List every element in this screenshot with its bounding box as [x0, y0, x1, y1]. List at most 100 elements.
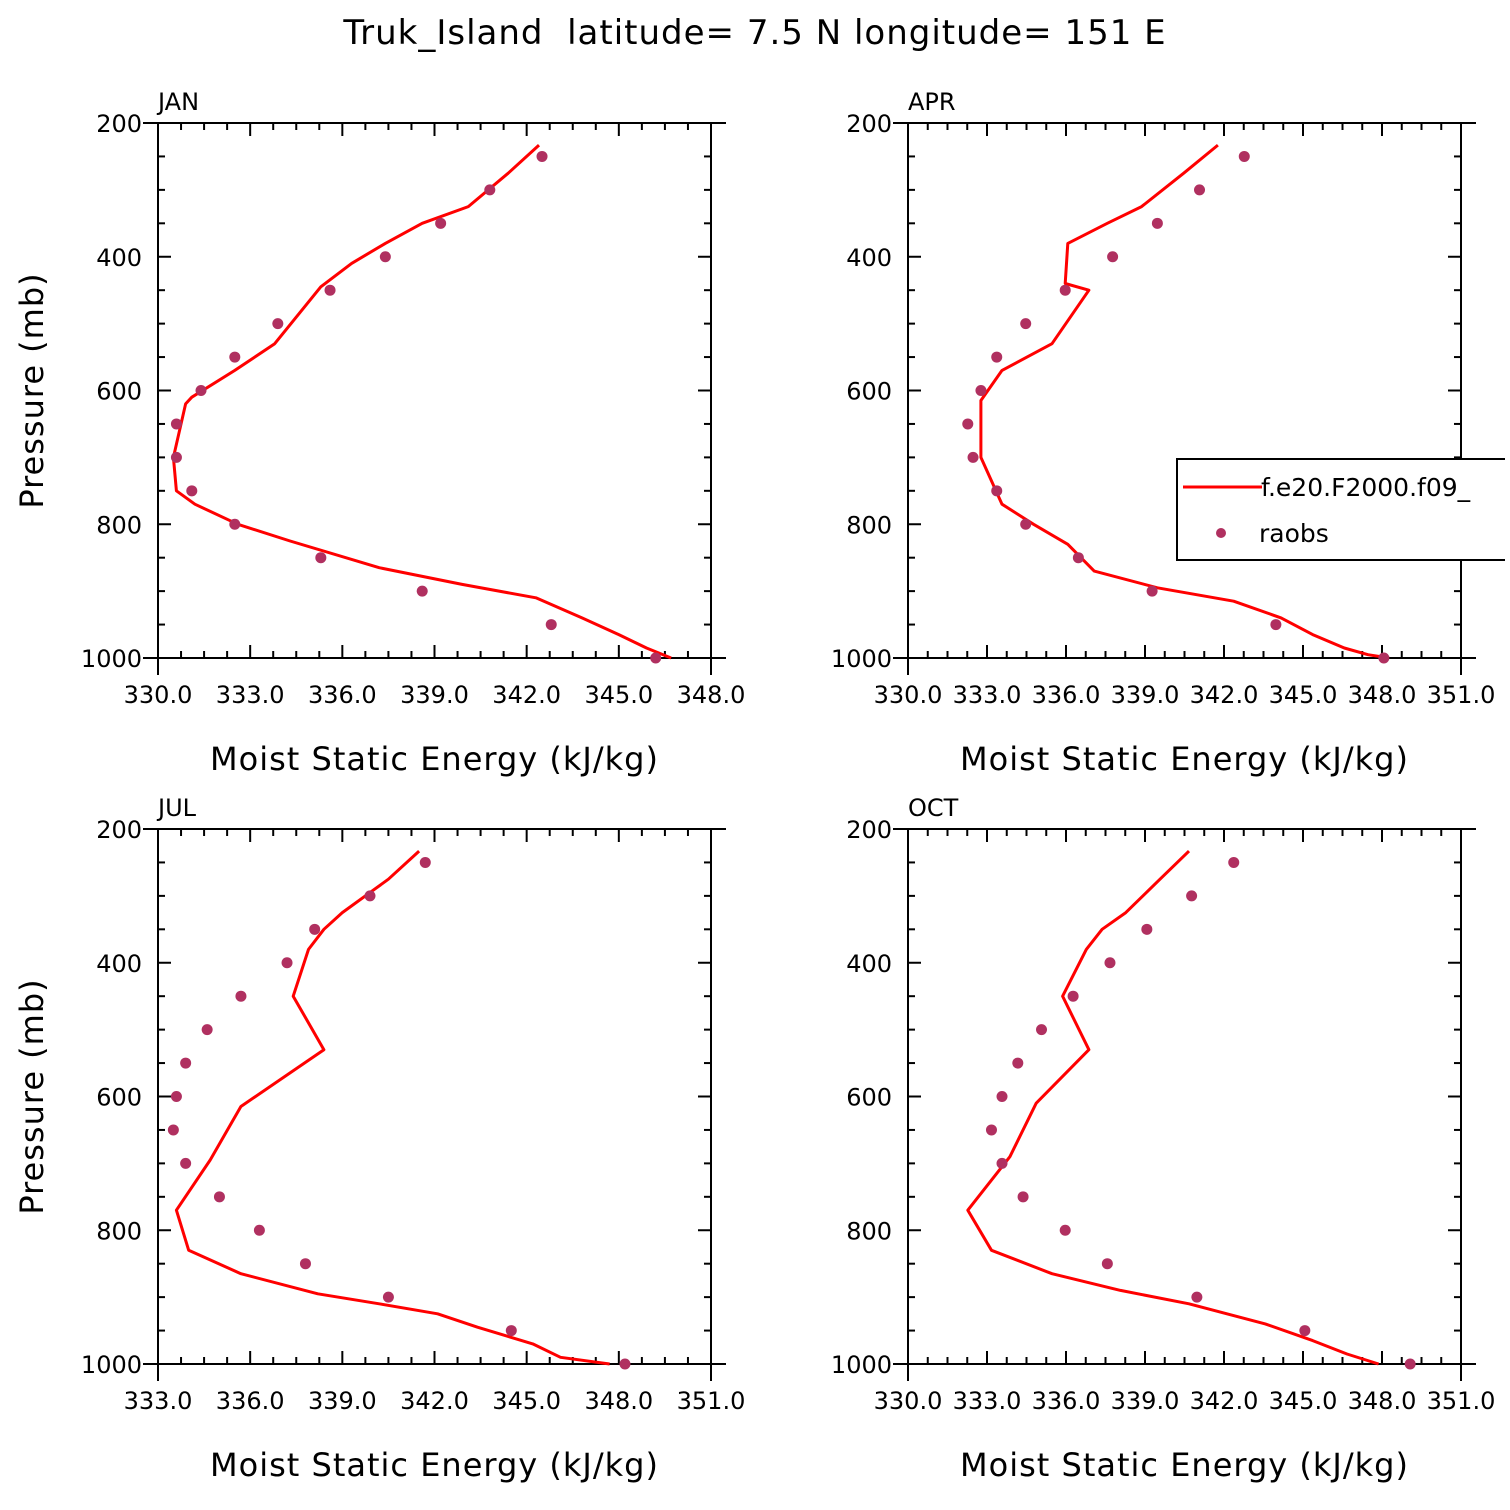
figure-title: Truk_Island latitude= 7.5 N longitude= 1… [342, 13, 1166, 53]
y-tick-label: 600 [846, 378, 892, 406]
x-tick-label: 330.0 [124, 681, 193, 709]
raobs-point [382, 1291, 394, 1303]
raobs-point [170, 451, 182, 463]
y-tick-label: 800 [96, 511, 142, 539]
x-tick-label: 336.0 [216, 1387, 285, 1415]
x-tick-label: 348.0 [584, 1387, 653, 1415]
raobs-point [167, 1124, 179, 1136]
x-tick-label: 330.0 [874, 681, 943, 709]
raobs-point [619, 1358, 631, 1370]
raobs-point [505, 1325, 517, 1337]
model-series-line [174, 849, 610, 1366]
panel-label: JAN [156, 88, 199, 116]
legend-box [1176, 458, 1505, 561]
y-tick-label: 400 [846, 950, 892, 978]
panel-label: OCT [908, 794, 959, 822]
raobs-point [985, 1124, 997, 1136]
raobs-point [1107, 251, 1119, 263]
panel-apr: 330.0 333.0 336.0 339.0 342.0 345.0 348.0 351.0… [831, 88, 1495, 778]
x-tick-label: 342.0 [1190, 681, 1259, 709]
x-tick-label: 333.0 [124, 1387, 193, 1415]
raobs-point [996, 1157, 1008, 1169]
x-axis-title: Moist Static Energy (kJ/kg) [210, 1446, 659, 1484]
y-tick-label: 200 [96, 110, 142, 138]
raobs-point [180, 1057, 192, 1069]
raobs-point [229, 518, 241, 530]
raobs-point [309, 923, 321, 935]
x-tick-label: 336.0 [1032, 681, 1101, 709]
raobs-point [1036, 1024, 1048, 1036]
y-tick-label: 600 [96, 1084, 142, 1112]
x-tick-label: 345.0 [492, 1387, 561, 1415]
raobs-point [1378, 652, 1390, 664]
x-tick-label: 336.0 [308, 681, 377, 709]
raobs-point [1151, 217, 1163, 229]
raobs-point [1072, 552, 1084, 564]
raobs-point [1059, 284, 1071, 296]
x-tick-label: 351.0 [1427, 1387, 1496, 1415]
raobs-point [419, 856, 431, 868]
raobs-point [195, 385, 207, 396]
panel-label: JUL [156, 794, 197, 822]
legend-marker-swatch [1216, 528, 1226, 538]
x-tick-label: 339.0 [1111, 681, 1180, 709]
raobs-point [170, 418, 182, 430]
raobs-point [281, 957, 293, 969]
y-tick-label: 1000 [81, 645, 142, 673]
raobs-point [1141, 923, 1153, 935]
y-tick-label: 400 [96, 950, 142, 978]
raobs-point [180, 1157, 192, 1169]
y-axis-title: Pressure (mb) [13, 272, 51, 508]
raobs-point [1104, 957, 1116, 969]
raobs-point [170, 1091, 182, 1102]
model-series-line [171, 143, 672, 660]
legend: f.e20.F2000.f09_ raobs [1176, 458, 1505, 561]
raobs-point [435, 217, 447, 229]
raobs-point [364, 890, 376, 902]
raobs-point [1270, 619, 1282, 631]
y-tick-label: 600 [96, 378, 142, 406]
raobs-point [1299, 1325, 1311, 1337]
raobs-point [962, 418, 974, 430]
raobs-point [1146, 585, 1158, 597]
y-tick-label: 800 [846, 1217, 892, 1245]
y-tick-label: 200 [846, 110, 892, 138]
x-tick-label: 342.0 [1190, 1387, 1259, 1415]
x-tick-label: 330.0 [874, 1387, 943, 1415]
raobs-point [324, 284, 336, 296]
x-tick-label: 348.0 [677, 681, 746, 709]
x-tick-label: 339.0 [308, 1387, 377, 1415]
y-tick-label: 1000 [81, 1351, 142, 1379]
raobs-point [1194, 184, 1206, 196]
x-tick-label: 339.0 [400, 681, 469, 709]
raobs-point [272, 318, 284, 330]
raobs-point [1020, 518, 1032, 530]
raobs-point [536, 150, 548, 162]
raobs-point [1238, 150, 1250, 162]
raobs-point [996, 1091, 1008, 1102]
y-tick-label: 200 [846, 816, 892, 844]
y-tick-label: 400 [96, 244, 142, 272]
x-tick-label: 351.0 [1427, 681, 1496, 709]
panel-jan: 330.0 333.0 336.0 339.0 342.0 345.0 348.0 200 40… [13, 88, 745, 778]
raobs-point [201, 1024, 213, 1036]
raobs-point [1012, 1057, 1024, 1069]
x-axis-title: Moist Static Energy (kJ/kg) [210, 740, 659, 778]
model-series-line [979, 143, 1390, 660]
panels-container: 330.0 333.0 336.0 339.0 342.0 345.0 348.0 200 40… [13, 88, 1495, 1484]
x-tick-label: 339.0 [1111, 1387, 1180, 1415]
y-tick-label: 1000 [831, 1351, 892, 1379]
raobs-point [379, 251, 391, 263]
panel-label: APR [908, 88, 956, 116]
raobs-point [299, 1258, 311, 1270]
x-tick-label: 333.0 [953, 1387, 1022, 1415]
raobs-point [1020, 318, 1032, 330]
y-tick-label: 1000 [831, 645, 892, 673]
x-tick-label: 345.0 [584, 681, 653, 709]
x-axis-title: Moist Static Energy (kJ/kg) [960, 740, 1409, 778]
x-tick-label: 342.0 [492, 681, 561, 709]
x-tick-label: 345.0 [1269, 1387, 1338, 1415]
raobs-point [1101, 1258, 1113, 1270]
raobs-point [967, 451, 979, 463]
